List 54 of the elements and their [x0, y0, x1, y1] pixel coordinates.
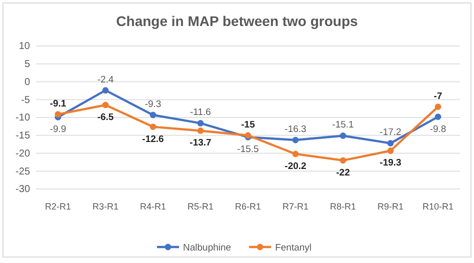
- legend-label: Fentanyl: [275, 242, 312, 254]
- data-label: -2.4: [97, 74, 114, 86]
- data-label: -9.3: [144, 98, 162, 110]
- data-label: -12.6: [142, 134, 164, 145]
- point: [292, 150, 299, 158]
- data-label: -15.1: [332, 120, 354, 131]
- x-tick-label: R3-R1: [92, 201, 119, 212]
- data-label: -19.3: [380, 158, 402, 169]
- data-label: -22: [336, 167, 350, 178]
- data-label: -15.5: [237, 144, 259, 156]
- y-tick-label: 5: [24, 59, 30, 70]
- legend-label: Nalbuphine: [183, 242, 232, 254]
- point: [54, 111, 62, 118]
- x-tick-label: R5-R1: [187, 201, 214, 212]
- y-tick-label: 10: [18, 41, 30, 52]
- data-label: -16.3: [284, 124, 306, 136]
- point: [197, 120, 204, 126]
- point: [340, 157, 346, 164]
- data-label: -15: [241, 119, 256, 130]
- point: [102, 102, 109, 108]
- y-tick-label: -10: [16, 112, 30, 124]
- point: [387, 148, 394, 154]
- data-label: -6.5: [97, 112, 114, 123]
- point: [434, 114, 442, 120]
- point: [434, 104, 442, 110]
- x-tick-label: R8-R1: [330, 201, 356, 212]
- data-label: -13.7: [190, 138, 212, 149]
- data-label: -7: [434, 90, 442, 102]
- x-tick-label: R9-R1: [377, 201, 404, 212]
- point: [387, 140, 394, 146]
- chart-title: Change in MAP between two groups: [116, 13, 358, 29]
- x-tick-label: R7-R1: [282, 201, 309, 212]
- x-tick-label: R2-R1: [44, 201, 72, 212]
- y-tick-label: -5: [21, 94, 30, 106]
- data-label: -20.2: [284, 160, 306, 172]
- point: [102, 87, 109, 94]
- y-tick-label: 0: [24, 76, 30, 88]
- data-label: -9.1: [50, 98, 67, 110]
- data-label: -9.8: [430, 124, 446, 135]
- data-label: -9.9: [50, 124, 66, 136]
- point: [150, 112, 156, 118]
- x-tick-label: R6-R1: [234, 201, 262, 212]
- y-tick-label: -30: [16, 184, 30, 196]
- x-tick-label: R4-R1: [140, 201, 166, 212]
- y-tick-label: -25: [16, 166, 30, 178]
- point: [292, 136, 299, 144]
- y-tick-label: -20: [16, 148, 30, 160]
- data-label: -11.6: [190, 107, 211, 118]
- data-label: -17.2: [380, 127, 402, 138]
- point: [340, 132, 346, 139]
- y-tick-label: -15: [16, 130, 30, 142]
- point: [197, 128, 204, 134]
- x-tick-label: R10-R1: [422, 201, 454, 212]
- point: [150, 124, 156, 130]
